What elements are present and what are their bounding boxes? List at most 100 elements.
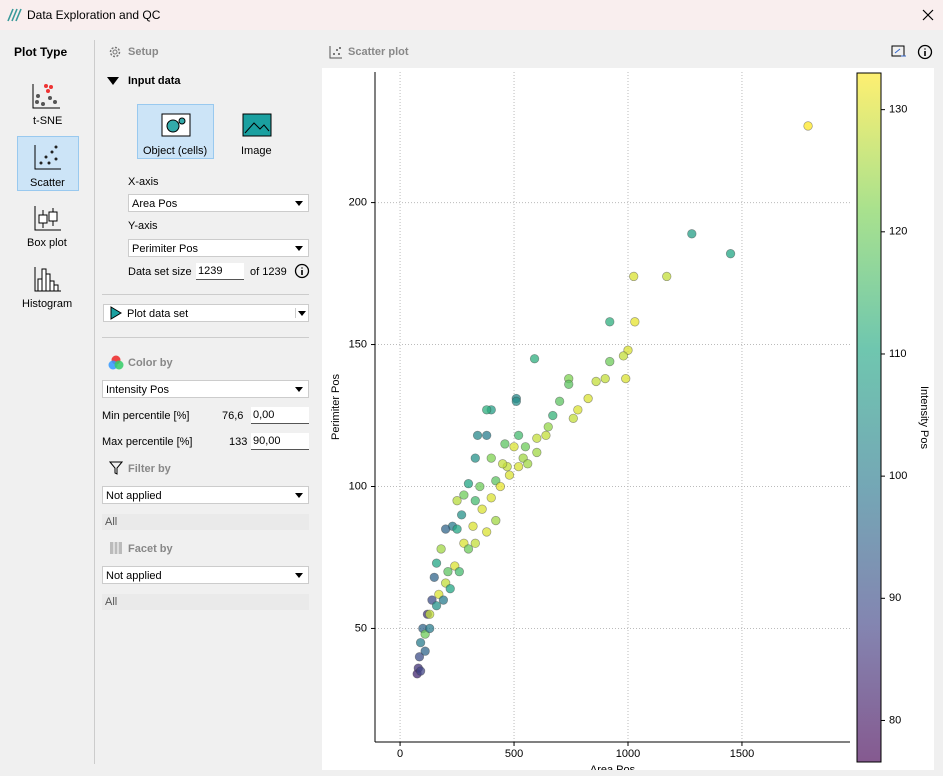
help-icon[interactable] [917, 44, 933, 60]
facet-icon [110, 542, 122, 554]
collapse-arrow[interactable] [106, 76, 120, 86]
plot-button[interactable] [103, 304, 309, 322]
max-input[interactable]: 90,00 [251, 433, 309, 450]
plot-type-item[interactable]: t-SNE [33, 115, 63, 127]
point [472, 430, 483, 441]
filter-icon [109, 461, 123, 475]
point [456, 510, 467, 520]
info-icon[interactable] [294, 263, 310, 279]
play-icon [110, 306, 122, 320]
scatter-icon[interactable] [32, 143, 62, 171]
point [482, 405, 492, 415]
point [470, 538, 480, 548]
size-input[interactable]: 1239 [196, 263, 244, 280]
colorbar-tick-label: 90 [889, 592, 901, 604]
point [523, 459, 533, 469]
x-tick-label: 0 [397, 748, 403, 760]
point [470, 496, 480, 506]
x-tick-label: 500 [505, 748, 523, 760]
point [436, 544, 446, 554]
point [470, 453, 480, 463]
filter-sub-select: All [102, 514, 309, 530]
colorbar-tick-label: 100 [889, 470, 907, 482]
x-tick-label: 1000 [616, 748, 640, 760]
point [520, 442, 531, 452]
window-title: Data Exploration and QC [27, 8, 161, 22]
x-tick-label: 1500 [730, 748, 754, 760]
point [605, 356, 615, 367]
facet-select[interactable]: Not applied [102, 566, 309, 584]
plot-menu-arrow[interactable] [295, 308, 307, 318]
point [420, 646, 430, 656]
point [425, 623, 435, 634]
point [482, 527, 492, 537]
point [482, 430, 492, 441]
color-heading: Color by [128, 357, 173, 369]
point [414, 652, 425, 662]
point [459, 490, 469, 500]
x-axis-select[interactable]: Area Pos [128, 194, 309, 212]
min-input[interactable]: 0,00 [251, 407, 309, 424]
chart-background [322, 68, 934, 770]
point [554, 396, 565, 406]
point [475, 481, 485, 492]
close-button[interactable] [921, 8, 935, 22]
point [630, 317, 640, 327]
facet-sub-select: All [102, 594, 309, 610]
point [600, 373, 610, 384]
export-icon[interactable] [891, 45, 907, 59]
point [618, 351, 629, 361]
point [548, 410, 558, 421]
plot-type-item[interactable]: Histogram [22, 298, 73, 310]
plot-type-item[interactable]: Box plot [27, 237, 67, 249]
tsne-icon[interactable] [30, 82, 62, 110]
point [529, 354, 540, 364]
input-heading: Input data [128, 75, 181, 87]
point [629, 271, 639, 282]
plot-heading: Scatter plot [348, 46, 409, 58]
image-icon[interactable] [242, 113, 272, 137]
size-total: of 1239 [250, 266, 287, 278]
setup-heading: Setup [128, 46, 159, 58]
point [543, 422, 553, 432]
histogram-icon[interactable] [32, 265, 62, 293]
point [532, 447, 542, 458]
scatter-chart: 0 500 1000 1500 50 100 150 200 Area Pos Perimiter… [322, 68, 934, 770]
title-bar [0, 0, 943, 30]
point [509, 442, 519, 452]
point [431, 601, 442, 611]
point [500, 439, 510, 449]
filter-select[interactable]: Not applied [102, 486, 309, 504]
source-option[interactable]: Image [241, 145, 272, 157]
point [532, 433, 542, 443]
colorbar-tick-label: 130 [889, 104, 907, 116]
filter-heading: Filter by [128, 463, 171, 475]
y-tick-label: 100 [349, 480, 367, 492]
plot-button-label[interactable]: Plot data set [127, 308, 189, 320]
y-axis-label: Y-axis [128, 220, 158, 232]
point [486, 493, 496, 503]
max-actual: 133 [229, 436, 248, 448]
separator [102, 294, 309, 295]
point [431, 558, 442, 568]
boxplot-icon[interactable] [32, 204, 62, 232]
y-tick-label: 50 [355, 622, 367, 634]
plot-type-heading: Plot Type [14, 45, 68, 59]
y-tick-label: 200 [349, 196, 367, 208]
separator [102, 337, 309, 338]
color-select[interactable]: Intensity Pos [102, 380, 309, 398]
point [445, 584, 455, 594]
source-option[interactable]: Object (cells) [143, 145, 208, 157]
divider [94, 40, 95, 764]
point [491, 515, 501, 526]
point [504, 470, 515, 480]
point [425, 609, 435, 619]
point [486, 453, 496, 463]
point [454, 567, 464, 577]
plot-type-item[interactable]: Scatter [30, 177, 65, 189]
object-icon[interactable] [161, 113, 191, 137]
min-actual: 76,6 [222, 410, 244, 422]
min-label: Min percentile [%] [102, 410, 190, 422]
app-icon [7, 8, 22, 22]
y-axis-select[interactable]: Perimiter Pos [128, 239, 309, 257]
